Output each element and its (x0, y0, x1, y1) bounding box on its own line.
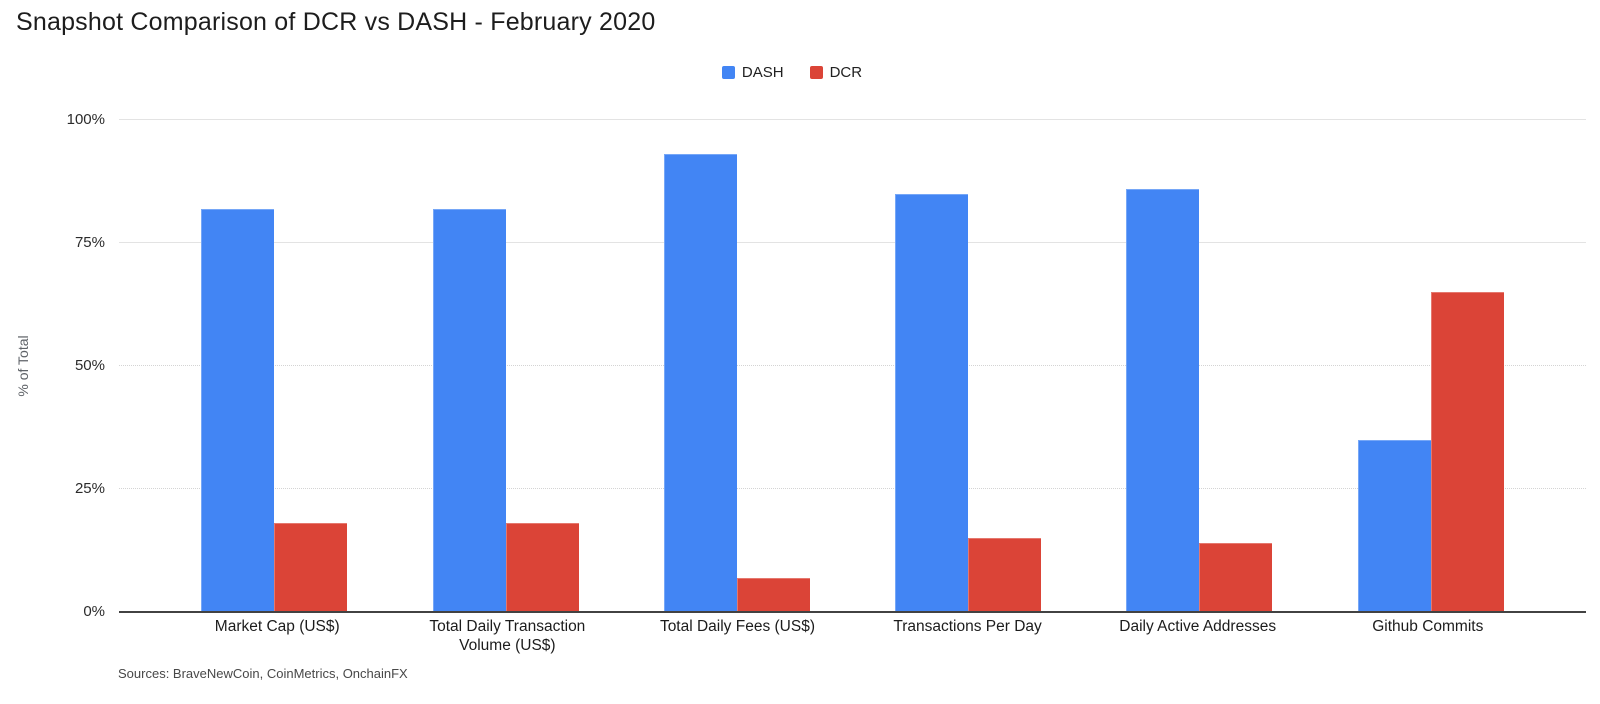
y-tick-0%: 0% (83, 603, 105, 620)
bar-group-6 (1315, 120, 1546, 612)
y-axis-ticks: 0% 25% 50% 75% 100% (0, 111, 105, 620)
source-note: Sources: BraveNewCoin, CoinMetrics, Onch… (118, 666, 408, 681)
legend-swatch-dash (721, 66, 735, 79)
bar-dash-2[interactable] (432, 208, 506, 612)
gridline-100% (119, 119, 1586, 120)
bar-group-3 (621, 120, 852, 612)
x-axis-line (119, 611, 1586, 613)
bar-group-4 (852, 120, 1083, 612)
x-label-4: Transactions Per Day (893, 618, 1042, 635)
x-label-5: Daily Active Addresses (1119, 618, 1277, 635)
legend: DASH DCR (0, 64, 1584, 81)
bar-dcr-3[interactable] (736, 577, 810, 612)
bar-dcr-2[interactable] (505, 523, 579, 612)
x-axis-labels: Market Cap (US$) Total Daily Transaction … (119, 617, 1586, 655)
bar-group-2 (390, 120, 621, 612)
bars-band (119, 120, 1586, 612)
bar-dash-5[interactable] (1126, 188, 1200, 612)
x-label-1: Market Cap (US$) (214, 618, 340, 635)
legend-swatch-dcr (809, 66, 823, 79)
gridline-50% (119, 365, 1586, 366)
plot-area (119, 119, 1586, 613)
legend-item-dcr[interactable]: DCR (809, 64, 863, 81)
bar-dcr-6[interactable] (1430, 292, 1504, 612)
bar-dcr-5[interactable] (1199, 543, 1273, 612)
y-tick-75%: 75% (74, 234, 105, 251)
bar-dash-6[interactable] (1357, 439, 1431, 612)
bar-dash-1[interactable] (201, 208, 275, 612)
chart-title: Snapshot Comparison of DCR vs DASH - Feb… (16, 8, 656, 36)
gridline-75% (119, 242, 1586, 243)
y-tick-100%: 100% (66, 111, 105, 128)
bar-dcr-4[interactable] (968, 538, 1042, 612)
bar-dcr-1[interactable] (274, 523, 348, 612)
y-tick-50%: 50% (74, 357, 105, 374)
gridline-25% (119, 488, 1586, 489)
x-label-6: Github Commits (1372, 618, 1484, 635)
legend-label-dash: DASH (741, 64, 784, 81)
bar-group-5 (1084, 120, 1315, 612)
x-label-2: Total Daily Transaction Volume (US$) (429, 618, 586, 654)
legend-label-dcr: DCR (829, 64, 863, 81)
bar-dash-3[interactable] (663, 154, 737, 612)
bar-group-1 (159, 120, 390, 612)
y-tick-25%: 25% (74, 480, 105, 497)
legend-item-dash[interactable]: DASH (721, 64, 784, 81)
bar-dash-4[interactable] (895, 193, 969, 612)
x-label-3: Total Daily Fees (US$) (659, 618, 815, 635)
